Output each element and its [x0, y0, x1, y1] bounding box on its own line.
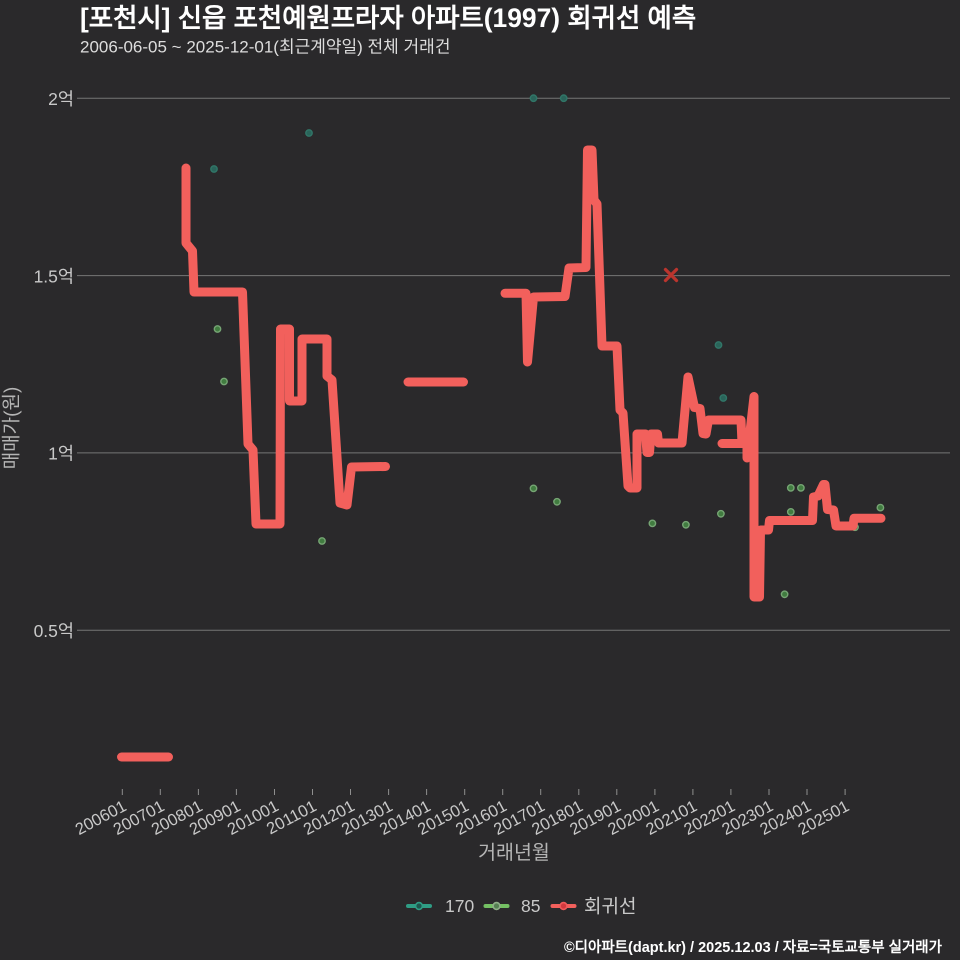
- svg-text:85: 85: [521, 896, 540, 916]
- svg-text:매매가(원): 매매가(원): [1, 387, 23, 470]
- svg-text:1억: 1억: [48, 444, 74, 464]
- svg-text:회귀선: 회귀선: [584, 896, 636, 918]
- svg-text:2억: 2억: [48, 89, 74, 109]
- svg-text:©디아파트(dapt.kr) / 2025.12.03 /: ©디아파트(dapt.kr) / 2025.12.03 / 자료=국토교통부 실…: [564, 939, 943, 956]
- svg-text:거래년월: 거래년월: [478, 842, 550, 864]
- svg-text:0.5억: 0.5억: [34, 621, 74, 641]
- svg-text:170: 170: [445, 896, 474, 916]
- svg-text:2006-06-05 ~ 2025-12-01(최근계약일): 2006-06-05 ~ 2025-12-01(최근계약일) 전체 거래건: [80, 38, 450, 57]
- svg-text:[포천시] 신읍 포천예원프라자 아파트(1997) 회귀선: [포천시] 신읍 포천예원프라자 아파트(1997) 회귀선 예측: [80, 3, 696, 33]
- svg-text:1.5억: 1.5억: [34, 266, 74, 286]
